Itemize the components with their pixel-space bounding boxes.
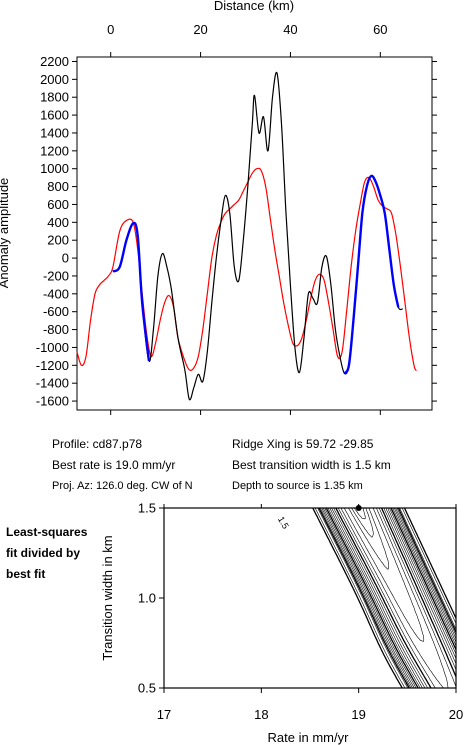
x-tick-label: 18 bbox=[254, 707, 268, 722]
contour-line bbox=[312, 508, 456, 688]
contour-lines: 1.5 bbox=[276, 508, 456, 688]
contour-line bbox=[329, 508, 456, 688]
y-tick-label: -1000 bbox=[36, 340, 69, 355]
y-tick-label: -400 bbox=[43, 286, 69, 301]
proj-az-text: Proj. Az: 126.0 deg. CW of N bbox=[52, 480, 193, 492]
y-tick-label: 0.5 bbox=[138, 681, 156, 696]
contour-line bbox=[324, 508, 456, 688]
y-tick-label: 800 bbox=[47, 179, 69, 194]
contour-label: 1.5 bbox=[276, 515, 291, 531]
y-tick-label: -600 bbox=[43, 304, 69, 319]
top-x-axis-label: Distance (km) bbox=[214, 0, 294, 13]
best-fit-marker bbox=[355, 505, 362, 511]
bottom-axes: 17 18 19 20 0.5 1.0 1.5 bbox=[138, 501, 463, 723]
x-tick-label: 20 bbox=[193, 22, 207, 37]
y-tick-label: 0 bbox=[62, 251, 69, 266]
y-tick-label: 1.0 bbox=[138, 591, 156, 606]
best-rate-text: Best rate is 19.0 mm/yr bbox=[52, 458, 175, 472]
y-tick-label: 2200 bbox=[40, 54, 69, 69]
top-plot-frame bbox=[76, 56, 433, 411]
profile-text: Profile: cd87.p78 bbox=[52, 437, 142, 451]
x-tick-label: 0 bbox=[107, 22, 114, 37]
side-caption: Least-squares fit divided by best fit bbox=[6, 525, 88, 581]
x-tick-label: 40 bbox=[283, 22, 297, 37]
anomaly-profile-chart: -1600-1400-1200-1000-800-600-400-2000200… bbox=[0, 0, 437, 415]
contour-line bbox=[314, 508, 456, 688]
contour-line bbox=[327, 508, 456, 688]
y-tick-label: 200 bbox=[47, 233, 69, 248]
contour-line bbox=[322, 508, 456, 688]
x-tick-label: 20 bbox=[449, 707, 463, 722]
contour-line bbox=[343, 508, 425, 642]
y-tick-label: -1400 bbox=[36, 376, 69, 391]
y-tick-label: 1.5 bbox=[138, 501, 156, 516]
best-width-text: Best transition width is 1.5 km bbox=[232, 458, 391, 472]
side-caption-line1: Least-squares bbox=[6, 525, 88, 539]
contour-line bbox=[340, 508, 449, 688]
contour-line bbox=[318, 508, 456, 688]
contour-line bbox=[354, 508, 366, 520]
top-y-axis-label: Anomaly amplitude bbox=[0, 178, 11, 289]
x-tick-label: 19 bbox=[351, 707, 365, 722]
top-axes: -1600-1400-1200-1000-800-600-400-2000200… bbox=[36, 22, 437, 415]
contour-line bbox=[325, 508, 456, 688]
ridge-xing-text: Ridge Xing is 59.72 -29.85 bbox=[232, 437, 374, 451]
least-squares-contour-chart: 1.5 17 18 19 20 0.5 1.0 1.5 Rate in mm/yr Tran… bbox=[100, 501, 463, 745]
y-tick-label: 1800 bbox=[40, 90, 69, 105]
fit-window-line bbox=[112, 221, 151, 361]
x-tick-label: 60 bbox=[373, 22, 387, 37]
y-tick-label: 1000 bbox=[40, 161, 69, 176]
contour-line bbox=[321, 508, 456, 688]
y-tick-label: 2000 bbox=[40, 72, 69, 87]
contour-line bbox=[320, 508, 456, 688]
y-tick-label: 600 bbox=[47, 197, 69, 212]
contour-line bbox=[333, 508, 456, 688]
y-tick-label: -200 bbox=[43, 268, 69, 283]
contour-line bbox=[337, 508, 456, 688]
fit-window-line bbox=[343, 174, 400, 375]
contour-line bbox=[351, 508, 374, 538]
contour-line bbox=[348, 508, 390, 570]
contour-line bbox=[317, 508, 456, 688]
y-tick-label: 1600 bbox=[40, 108, 69, 123]
contour-line bbox=[335, 508, 456, 688]
y-tick-label: -1200 bbox=[36, 358, 69, 373]
top-series bbox=[76, 71, 417, 401]
side-caption-line2: fit divided by bbox=[6, 546, 80, 560]
y-tick-label: -1600 bbox=[36, 394, 69, 409]
y-tick-label: -800 bbox=[43, 322, 69, 337]
bottom-x-axis-label: Rate in mm/yr bbox=[268, 730, 350, 745]
x-tick-label: 17 bbox=[157, 707, 171, 722]
y-tick-label: 1400 bbox=[40, 125, 69, 140]
y-tick-label: 1200 bbox=[40, 143, 69, 158]
bottom-y-axis-label: Transition width in km bbox=[100, 535, 115, 660]
info-block: Profile: cd87.p78 Ridge Xing is 59.72 -2… bbox=[52, 437, 391, 492]
side-caption-line3: best fit bbox=[6, 567, 45, 581]
depth-text: Depth to source is 1.35 km bbox=[232, 480, 363, 492]
contour-line bbox=[331, 508, 456, 688]
y-tick-label: 400 bbox=[47, 215, 69, 230]
